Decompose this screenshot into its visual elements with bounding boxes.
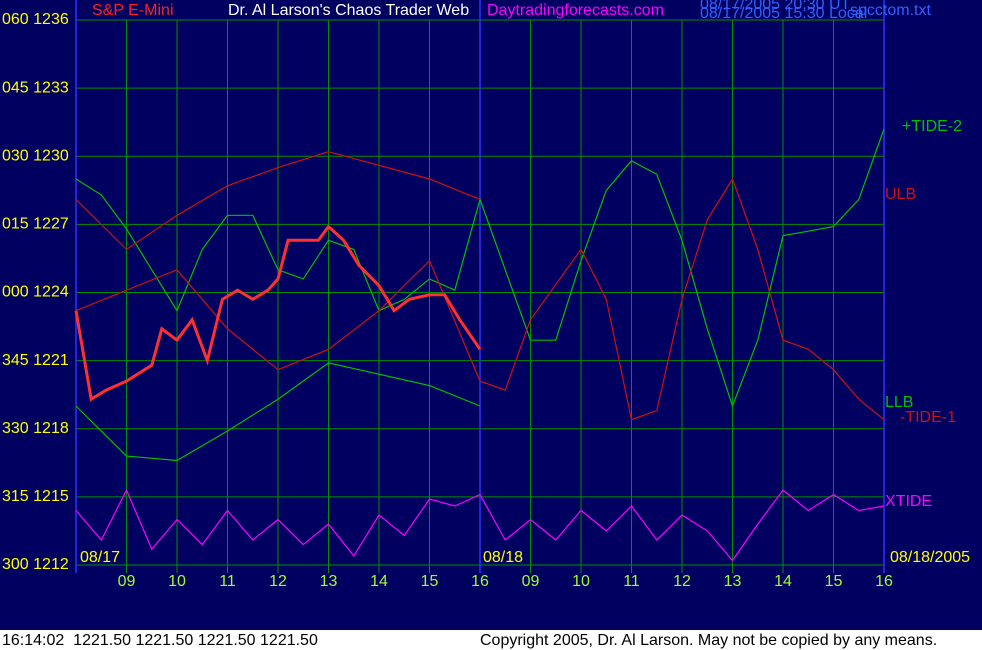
- series-line: [75, 362, 481, 462]
- x-tick-label: 10: [168, 573, 186, 590]
- x-tick-label: 15: [825, 573, 843, 590]
- series-line: [75, 151, 481, 251]
- x-tick-label: 12: [673, 573, 691, 590]
- annotation: 08/17/2005 15:30 Local: [700, 5, 867, 22]
- annotation: 08/17/2005 20:30 UT: [700, 0, 851, 13]
- legend-label: LLB: [885, 394, 913, 411]
- annotation: 08/17: [80, 549, 120, 566]
- legend-label: ULB: [885, 186, 916, 203]
- series-line: [74, 224, 482, 402]
- x-tick-label: 12: [269, 573, 287, 590]
- y-tick-label: 015 1227: [2, 216, 69, 233]
- x-tick-label: 10: [572, 573, 590, 590]
- legend-label: -TIDE-1: [900, 409, 956, 426]
- x-tick-label: 13: [320, 573, 338, 590]
- status-bar: [0, 630, 982, 650]
- chart-title: Dr. Al Larson's Chaos Trader Web: [228, 2, 469, 19]
- y-tick-label: 000 1224: [2, 284, 69, 301]
- x-tick-label: 09: [522, 573, 540, 590]
- y-tick-label: 330 1218: [2, 420, 69, 437]
- y-tick-label: 060 1236: [2, 11, 69, 28]
- y-tick-label: 345 1221: [2, 352, 69, 369]
- x-tick-label: 16: [471, 573, 489, 590]
- series-line: [75, 128, 885, 408]
- legend-label: XTIDE: [885, 493, 932, 510]
- chart-subtitle: Daytradingforecasts.com: [487, 2, 664, 19]
- legend-label: +TIDE-2: [902, 118, 962, 135]
- x-tick-label: 14: [370, 573, 388, 590]
- y-tick-label: 300 1212: [2, 556, 69, 573]
- background: [0, 0, 982, 630]
- x-tick-label: 15: [421, 573, 439, 590]
- x-tick-label: 11: [623, 573, 640, 590]
- annotation: 08/18: [483, 549, 523, 566]
- x-tick-label: 13: [724, 573, 742, 590]
- x-tick-label: 11: [219, 573, 236, 590]
- y-tick-label: 030 1230: [2, 147, 69, 164]
- annotation: Copyright 2005, Dr. Al Larson. May not b…: [480, 632, 937, 649]
- series-line: [75, 488, 885, 562]
- series-line: [75, 177, 885, 421]
- x-tick-label: 14: [774, 573, 792, 590]
- annotation: 16:14:02 1221.50 1221.50 1221.50 1221.50: [2, 632, 318, 649]
- x-tick-label: 09: [118, 573, 136, 590]
- annotation: 08/18/2005: [890, 549, 970, 566]
- y-tick-label: 045 1233: [2, 79, 69, 96]
- x-tick-label: 16: [875, 573, 893, 590]
- annotation: S&P E-Mini: [92, 2, 174, 19]
- annotation: spcctom.txt: [850, 2, 931, 19]
- y-tick-label: 315 1215: [2, 488, 69, 505]
